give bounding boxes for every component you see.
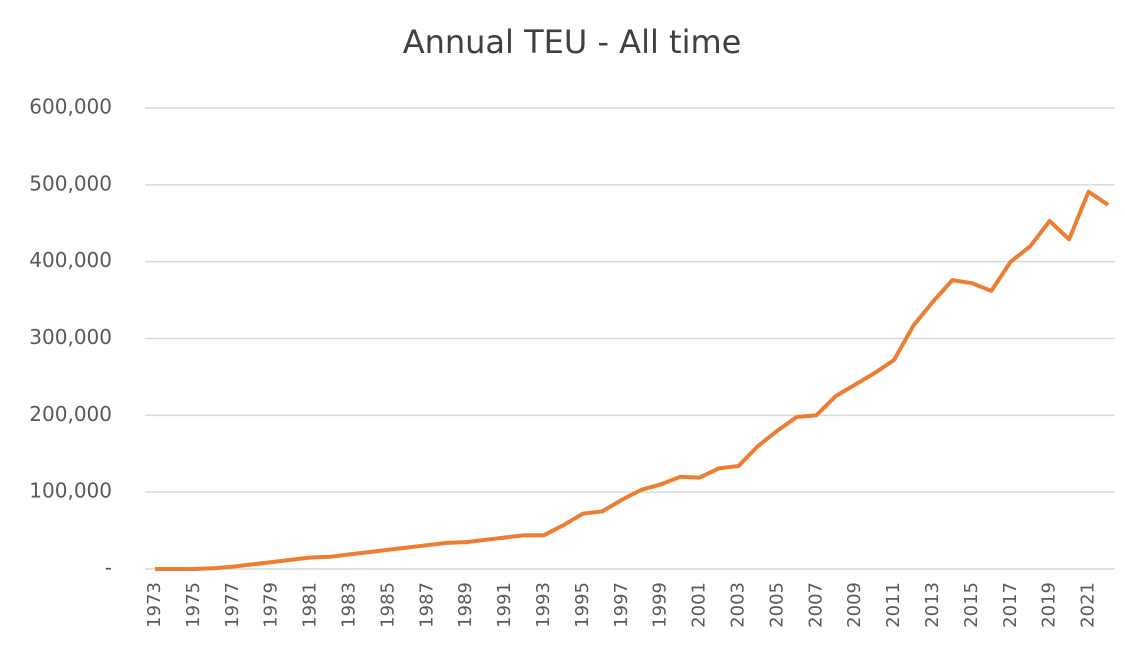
x-tick-label: 1991 [494, 582, 515, 628]
x-tick-label: 2017 [1000, 582, 1021, 628]
y-tick-label: 100,000 [29, 479, 112, 503]
chart-title: Annual TEU - All time [403, 23, 742, 61]
x-tick-label: 1985 [377, 582, 398, 628]
x-tick-label: 1977 [222, 582, 243, 628]
x-tick-label: 1981 [300, 582, 321, 628]
y-tick-label: 600,000 [29, 95, 112, 119]
x-tick-label: 2003 [727, 582, 748, 628]
x-tick-label: 2015 [961, 582, 982, 628]
x-tick-label: 2005 [766, 582, 787, 628]
x-tick-label: 1993 [533, 582, 554, 628]
x-tick-label: 1983 [338, 582, 359, 628]
x-tick-label: 1979 [261, 582, 282, 628]
x-tick-label: 1989 [455, 582, 476, 628]
y-tick-label: 500,000 [29, 171, 112, 195]
x-tick-label: 2019 [1039, 582, 1060, 628]
data-line [155, 189, 1110, 571]
x-tick-label: 1987 [416, 582, 437, 628]
x-tick-label: 2001 [689, 582, 710, 628]
x-tick-label: 2011 [883, 582, 904, 628]
x-tick-label: 1995 [572, 582, 593, 628]
x-tick-label: 2009 [844, 582, 865, 628]
y-tick-label: 300,000 [29, 325, 112, 349]
y-tick-label: - [105, 556, 112, 580]
y-tick-label: 400,000 [29, 248, 112, 272]
y-tick-label: 200,000 [29, 402, 112, 426]
x-tick-label: 1999 [650, 582, 671, 628]
x-tick-label: 2013 [922, 582, 943, 628]
x-tick-label: 2007 [805, 582, 826, 628]
x-tick-label: 1973 [144, 582, 165, 628]
x-tick-label: 1997 [611, 582, 632, 628]
x-tick-label: 1975 [183, 582, 204, 628]
x-tick-label: 2021 [1078, 582, 1099, 628]
